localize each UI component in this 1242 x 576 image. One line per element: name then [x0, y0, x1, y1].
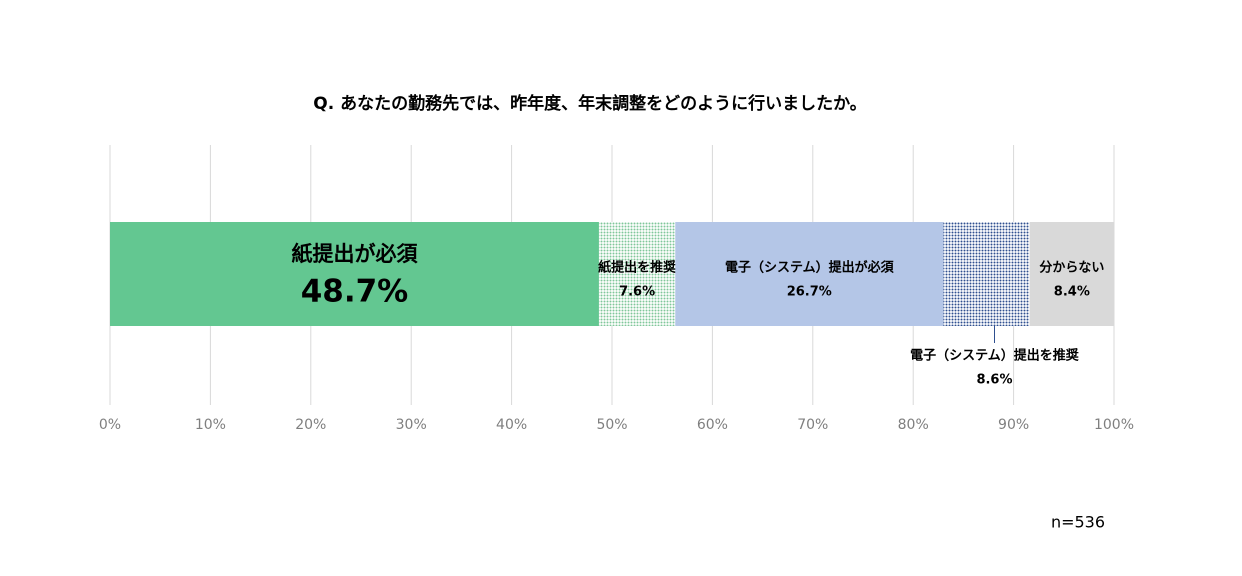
data-label: 48.7% [301, 274, 409, 310]
x-tick-label: 80% [898, 417, 929, 433]
chart-title: Q. あなたの勤務先では、昨年度、年末調整をどのように行いましたか。 [313, 93, 867, 114]
x-tick-label: 100% [1094, 417, 1134, 433]
data-label: 26.7% [787, 285, 832, 300]
data-label: 8.4% [1054, 285, 1090, 300]
segment-name: 電子（システム）提出を推奨 [910, 348, 1080, 364]
x-tick-label: 60% [697, 417, 728, 433]
x-tick-label: 90% [998, 417, 1029, 433]
segment-name: 紙提出を推奨 [598, 260, 677, 276]
x-tick-label: 20% [295, 417, 326, 433]
bar-segment [1029, 222, 1114, 326]
data-label: 7.6% [619, 285, 655, 300]
bar-segment [110, 222, 599, 326]
x-tick-label: 0% [99, 417, 121, 433]
segment-name: 紙提出が必須 [291, 242, 418, 266]
x-tick-label: 70% [797, 417, 828, 433]
sample-size-note: n=536 [1051, 513, 1105, 532]
data-label: 8.6% [976, 373, 1012, 388]
x-tick-label: 30% [396, 417, 427, 433]
x-tick-label: 10% [195, 417, 226, 433]
segment-name: 分からない [1039, 260, 1104, 276]
x-tick-label: 50% [596, 417, 627, 433]
bar-segment [675, 222, 944, 326]
bar-segment [598, 222, 676, 326]
segment-name: 電子（システム）提出が必須 [725, 260, 895, 276]
x-tick-label: 40% [496, 417, 527, 433]
bar-segment [943, 222, 1030, 326]
